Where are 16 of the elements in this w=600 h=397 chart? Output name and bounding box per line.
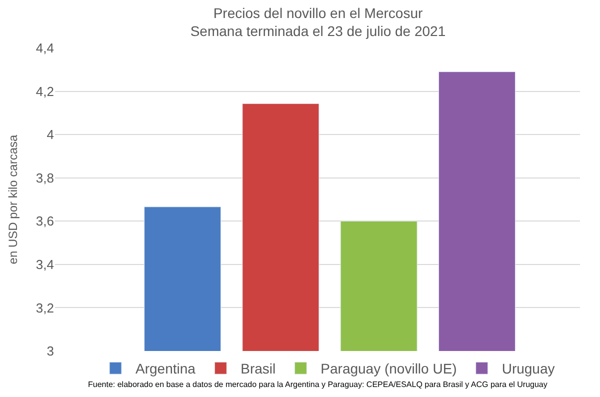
y-tick-label: 3,4 — [36, 256, 54, 272]
y-tick-label: 3,6 — [36, 214, 54, 229]
y-tick-label: 4,2 — [36, 84, 54, 99]
chart-subtitle: Semana terminada el 23 de julio de 2021 — [190, 23, 446, 40]
legend-label: Paraguay (novillo UE) — [320, 360, 457, 377]
y-axis-title: en USD por kilo carcasa — [6, 134, 20, 264]
y-tick-label: 3,8 — [36, 170, 54, 186]
legend-label: Uruguay — [502, 360, 555, 377]
y-tick-label: 4 — [46, 127, 54, 142]
y-tick-label: 4,4 — [36, 40, 54, 56]
legend-label: Brasil — [240, 360, 276, 377]
y-tick-label: 3 — [46, 344, 54, 359]
y-tick-label: 3,2 — [36, 300, 54, 316]
legend-label: Argentina — [136, 360, 196, 377]
source-note: Fuente: elaborado en base a datos de mercado para la Argentina y Paraguay: CEPEA/ESALQ para Brasil y ACG para el Uruguay — [88, 380, 548, 389]
chart-title: Precios del novillo en el Mercosur — [213, 4, 423, 21]
